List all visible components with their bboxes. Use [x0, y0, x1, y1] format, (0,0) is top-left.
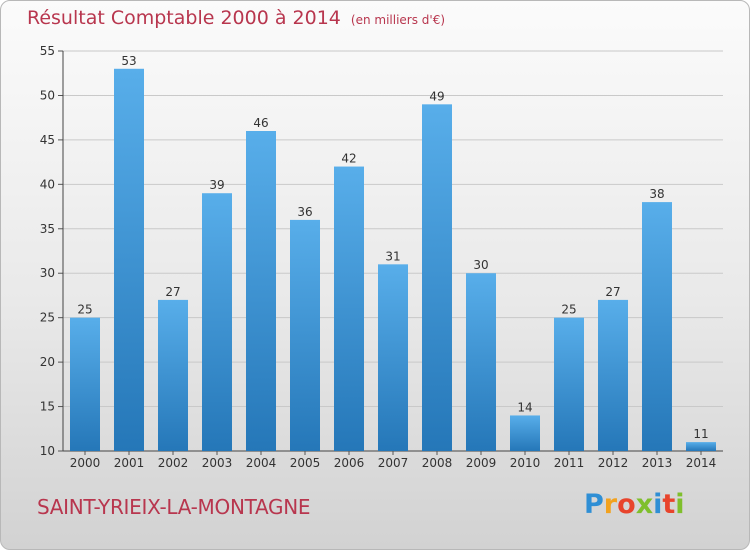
bar-value-label: 42	[341, 152, 356, 166]
x-tick-label: 2013	[642, 456, 673, 470]
x-tick-label: 2012	[598, 456, 629, 470]
x-tick-label: 2009	[466, 456, 497, 470]
unit-label: (en milliers d'€)	[350, 13, 446, 27]
bar	[510, 415, 540, 451]
proxiti-logo[interactable]: Proxiti	[584, 489, 685, 520]
x-tick-label: 2000	[70, 456, 101, 470]
bar-value-label: 25	[77, 303, 92, 317]
x-tick-label: 2003	[202, 456, 233, 470]
bar	[246, 131, 276, 451]
x-tick-label: 2005	[290, 456, 321, 470]
bar	[554, 317, 584, 451]
bar-value-label: 31	[385, 249, 400, 263]
x-tick-label: 2010	[510, 456, 541, 470]
commune-name: SAINT-YRIEIX-LA-MONTAGNE	[37, 495, 311, 519]
bar-value-label: 25	[561, 303, 576, 317]
bar-value-label: 11	[693, 427, 708, 441]
bar	[158, 299, 188, 451]
bar	[70, 317, 100, 451]
bar-value-label: 14	[517, 400, 532, 414]
logo-letter: x	[635, 489, 654, 520]
bar	[642, 202, 672, 451]
bar	[686, 442, 716, 451]
logo-letter: i	[653, 489, 663, 520]
y-tick-label: 35	[40, 222, 55, 236]
y-tick-label: 55	[40, 44, 55, 58]
bar-value-label: 38	[649, 187, 664, 201]
x-tick-label: 2006	[334, 456, 365, 470]
bar-value-label: 46	[253, 116, 268, 130]
bar-value-label: 27	[605, 285, 620, 299]
bar-value-label: 39	[209, 178, 224, 192]
x-tick-label: 2001	[114, 456, 145, 470]
chart-title: Résultat Comptable 2000 à 2014 (en millie…	[27, 7, 445, 29]
y-tick-label: 40	[40, 177, 55, 191]
y-tick-label: 50	[40, 88, 55, 102]
logo-letter: o	[617, 489, 636, 520]
bar	[114, 68, 144, 452]
bar-value-label: 49	[429, 89, 444, 103]
y-tick-label: 10	[40, 444, 55, 458]
logo-letter: P	[584, 489, 604, 520]
bar	[598, 299, 628, 451]
x-tick-label: 2008	[422, 456, 453, 470]
y-tick-label: 45	[40, 133, 55, 147]
bar	[202, 193, 232, 451]
y-tick-label: 25	[40, 311, 55, 325]
bar	[422, 104, 452, 451]
bar-value-label: 27	[165, 285, 180, 299]
x-tick-label: 2014	[686, 456, 717, 470]
bar	[334, 166, 364, 452]
logo-letter: t	[662, 489, 676, 520]
x-tick-label: 2004	[246, 456, 277, 470]
bar	[466, 273, 496, 451]
y-tick-label: 15	[40, 400, 55, 414]
x-tick-label: 2007	[378, 456, 409, 470]
bar-value-label: 53	[121, 54, 136, 68]
bar-value-label: 36	[297, 205, 312, 219]
bar-value-label: 30	[473, 258, 488, 272]
logo-letter: r	[603, 489, 618, 520]
bar	[378, 264, 408, 451]
y-tick-label: 30	[40, 266, 55, 280]
x-tick-label: 2002	[158, 456, 189, 470]
y-tick-label: 20	[40, 355, 55, 369]
x-tick-label: 2011	[554, 456, 585, 470]
bar	[290, 219, 320, 451]
title-text: Résultat Comptable 2000 à 2014	[27, 7, 341, 29]
logo-letter: i	[675, 489, 685, 520]
